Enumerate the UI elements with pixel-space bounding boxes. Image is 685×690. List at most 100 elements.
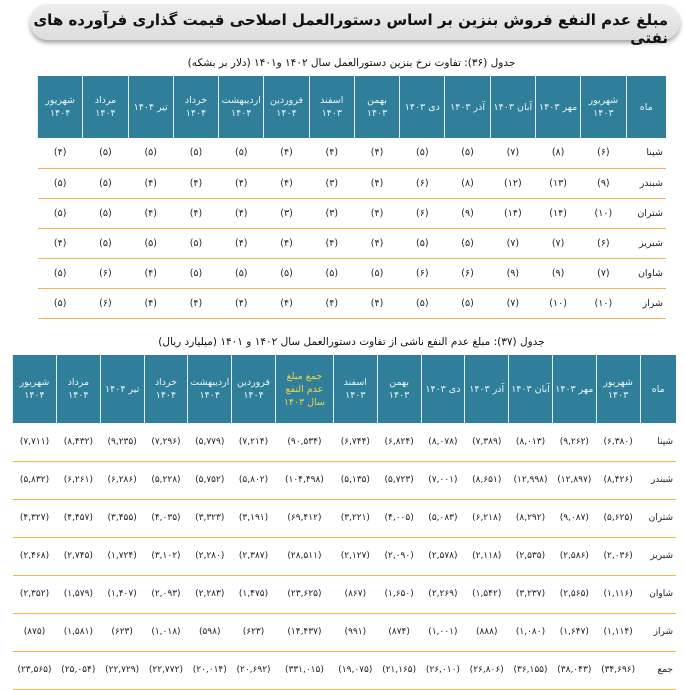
table-cell: (۶) xyxy=(82,258,129,289)
table-cell: (۷) xyxy=(535,228,581,259)
table-cell: (۲,۱۲۷) xyxy=(333,537,378,576)
table-cell: (۳) xyxy=(263,198,310,229)
table-cell: (۷) xyxy=(580,258,626,289)
table-cell: (۱۳) xyxy=(535,168,581,199)
table-cell: (۶,۲۸۶) xyxy=(100,461,145,500)
table-cell: (۴) xyxy=(263,288,310,319)
table-cell: (۵,۷۵۲) xyxy=(187,461,232,500)
table-cell: (۸,۰۷۸) xyxy=(421,423,465,462)
table-cell: (۵) xyxy=(173,228,219,259)
table-cell: (۴) xyxy=(128,198,174,229)
table-cell: (۵) xyxy=(444,228,491,259)
table-cell: (۱۴,۴۳۷) xyxy=(275,613,334,652)
table-cell: (۱,۰۰۱) xyxy=(421,613,465,652)
table-row: شاوان (۷) (۹) (۹) (۶) (۶) (۵) (۵) (۵) (۵) (۵) (۴) (۶… xyxy=(37,258,666,289)
table-cell: (۱,۶۵۰) xyxy=(377,575,422,614)
table-cell: (۱,۴۷۵) xyxy=(231,575,276,614)
table-cell: (۵,۸۰۲) xyxy=(231,461,276,500)
table-cell: (۶) xyxy=(580,138,626,169)
table-cell: (۹) xyxy=(444,198,491,229)
table-cell: (۲۲,۷۲۹) xyxy=(100,651,145,690)
table-cell: (۶,۸۲۴) xyxy=(377,423,422,462)
table-cell: (۸) xyxy=(535,138,581,169)
table-cell: (۶) xyxy=(82,288,129,319)
column-header: آبان ۱۴۰۳ xyxy=(508,355,553,423)
table-cell: (۱۰) xyxy=(580,288,626,319)
column-header: تیر ۱۴۰۴ xyxy=(99,355,145,423)
column-header: بهمن ۱۴۰۳ xyxy=(376,355,422,423)
table-cell: (۷,۰۰۱) xyxy=(421,461,465,500)
table-cell: (۵) xyxy=(37,288,83,319)
table-row: شراز (۱,۱۱۴) (۱,۶۴۷) (۱,۰۸۰) (۸۸۸) (۱,۰۰۱) (۸۷… xyxy=(12,613,676,652)
table-cell: (۵) xyxy=(399,138,445,169)
column-header: ماه xyxy=(639,355,676,423)
table-cell: (۷) xyxy=(490,288,536,319)
table-cell: (۵) xyxy=(399,288,445,319)
table-cell: (۴) xyxy=(128,258,174,289)
table-cell: (۳,۳۲۳) xyxy=(187,499,232,538)
table-cell: (۵,۶۲۵) xyxy=(596,499,640,538)
table-cell: (۳,۱۹۱) xyxy=(231,499,276,538)
table1-caption: جدول (۳۶): تفاوت نرخ بنزین دستورالعمل سا… xyxy=(187,57,516,69)
table-cell: (۴) xyxy=(128,168,174,199)
table-cell: (۲۰,۶۹۲) xyxy=(231,651,276,690)
column-header: مرداد ۱۴۰۴ xyxy=(55,355,101,423)
table-cell: (۲,۵۳۵) xyxy=(508,537,553,576)
table-cell: (۹) xyxy=(535,258,581,289)
table-cell: (۲,۵۷۸) xyxy=(421,537,465,576)
table-cell: (۱۰) xyxy=(580,198,626,229)
table-cell: (۲۵,۰۵۴) xyxy=(56,651,101,690)
table-cell: (۳) xyxy=(309,168,355,199)
table-cell: (۱۲) xyxy=(490,168,536,199)
column-header: خرداد ۱۴۰۴ xyxy=(172,76,219,138)
table-cell: (۹,۲۶۲) xyxy=(552,423,597,462)
column-header: جمع مبلغ عدم النفع سال ۱۴۰۳ xyxy=(274,355,334,423)
table-cell: (۱۰) xyxy=(535,288,581,319)
column-header: مهر ۱۴۰۳ xyxy=(551,355,597,423)
title-banner: مبلغ عدم النفع فروش بنزین بر اساس دستورا… xyxy=(30,4,680,47)
header-row: ماه شهریور ۱۴۰۳ مهر ۱۴۰۳ آبان ۱۴۰۳ آذر ۱۴۰۳ د… xyxy=(36,76,666,138)
table-cell: (۵,۱۳۵) xyxy=(333,461,378,500)
table-cell: (۵,۸۳۲) xyxy=(12,461,57,500)
table-cell: (۳۶,۱۵۵) xyxy=(508,651,553,690)
column-header: دی ۱۴۰۳ xyxy=(399,76,445,138)
column-header: مرداد ۱۴۰۴ xyxy=(82,76,129,138)
table-cell: (۵) xyxy=(354,258,400,289)
column-header: بهمن ۱۴۰۳ xyxy=(353,76,400,138)
column-header: شهریور ۱۴۰۳ xyxy=(595,355,640,423)
table-cell: (۸۶۷) xyxy=(333,575,378,614)
table-cell: (۱۰۴,۴۹۸) xyxy=(275,461,334,500)
column-header: اردیبهشت ۱۴۰۴ xyxy=(187,355,232,423)
table-cell: (۵) xyxy=(128,138,174,169)
row-label: شاوان xyxy=(626,258,666,289)
row-label: شراز xyxy=(640,613,676,652)
table-row: شبریز (۶) (۷) (۷) (۵) (۵) (۴) (۴) (۴) (۴) (۵) (۵) (۵… xyxy=(37,228,666,259)
table-cell: (۶,۲۶۱) xyxy=(56,461,101,500)
table-cell: (۸,۰۱۳) xyxy=(508,423,553,462)
table-cell: (۴) xyxy=(37,138,83,169)
table-cell: (۲,۰۹۳) xyxy=(144,575,188,614)
table-cell: (۷,۷۱۱) xyxy=(12,423,57,462)
table-cell: (۱,۵۷۹) xyxy=(56,575,101,614)
table-cell: (۳۴,۶۹۶) xyxy=(596,651,640,690)
table-cell: (۳۸,۰۴۳) xyxy=(552,651,597,690)
column-header: تیر ۱۴۰۴ xyxy=(127,76,174,138)
table-cell: (۲,۰۹۰) xyxy=(377,537,422,576)
table-cell: (۵) xyxy=(82,228,129,259)
table-cell: (۸۷۴) xyxy=(377,613,422,652)
table-cell: (۴) xyxy=(218,228,264,259)
table-cell: (۶) xyxy=(399,258,445,289)
table-cell: (۵) xyxy=(444,138,491,169)
table-cell: (۴) xyxy=(354,288,400,319)
table-cell: (۴) xyxy=(173,288,219,319)
row-label: شتران xyxy=(640,499,676,538)
table-cell: (۵) xyxy=(82,168,129,199)
row-label: شبندر xyxy=(640,461,676,500)
table-cell: (۲۱,۱۶۵) xyxy=(377,651,422,690)
table-cell: (۴) xyxy=(37,228,83,259)
table-cell: (۷) xyxy=(490,138,536,169)
table-cell: (۲۰,۰۱۴) xyxy=(187,651,232,690)
table-cell: (۶۹,۴۱۲) xyxy=(275,499,334,538)
table-cell: (۵,۲۲۸) xyxy=(144,461,188,500)
column-header: دی ۱۴۰۳ xyxy=(420,355,465,423)
